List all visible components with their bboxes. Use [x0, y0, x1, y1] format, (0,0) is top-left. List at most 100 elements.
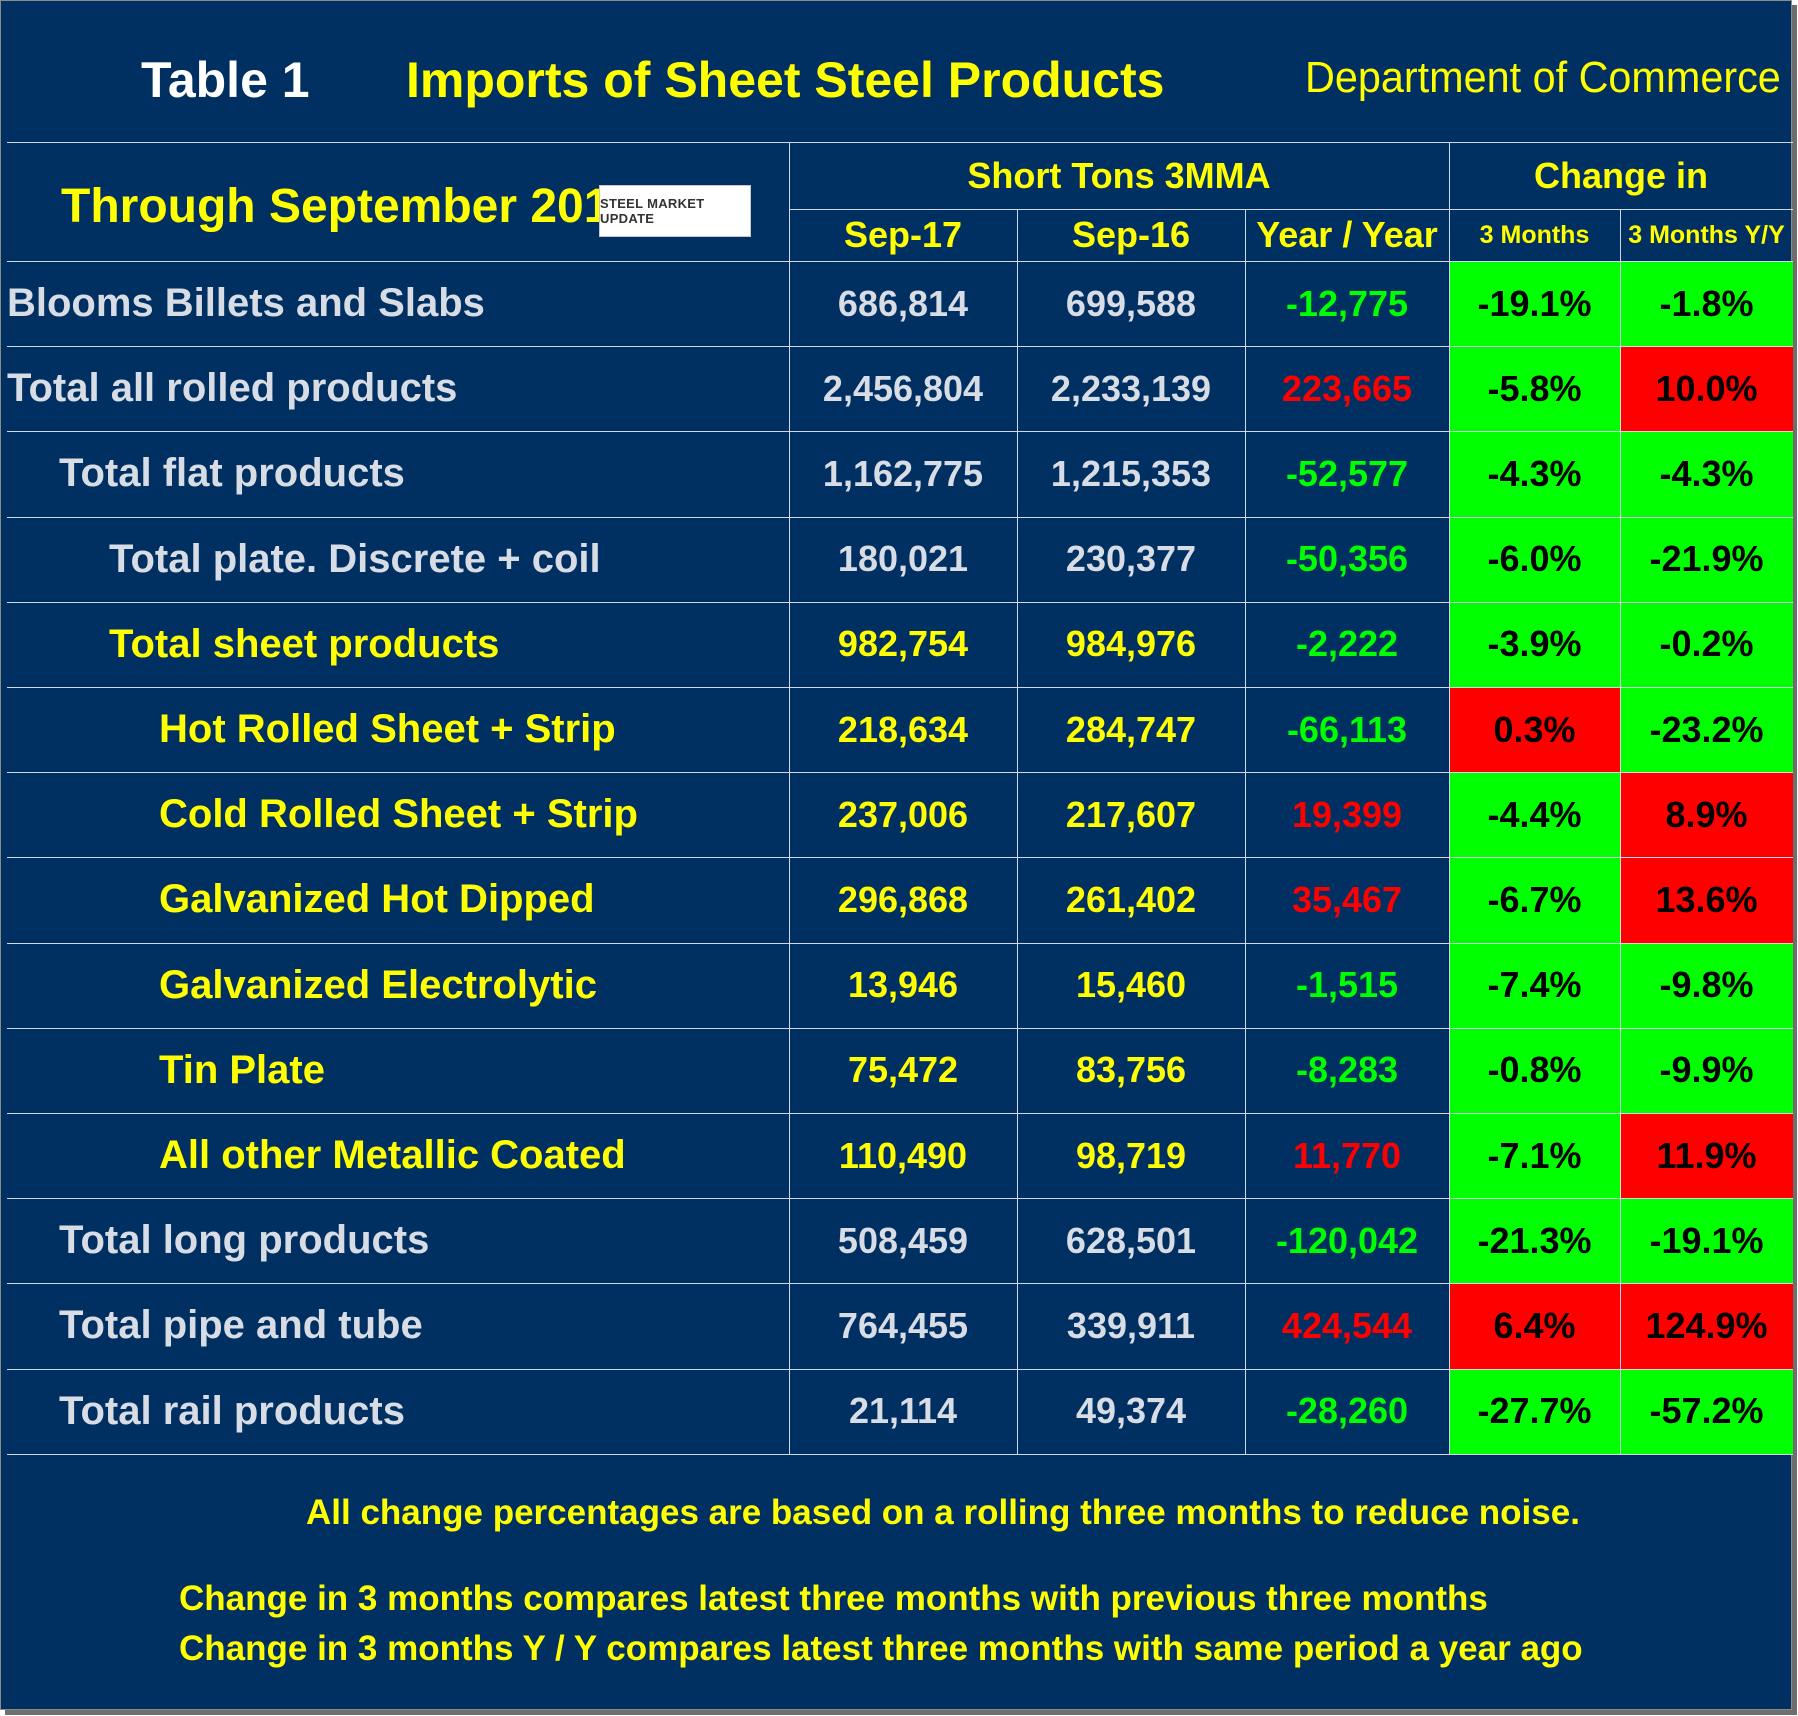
grid-line [7, 261, 1793, 262]
row-label: Blooms Billets and Slabs [7, 281, 485, 326]
grid-line [7, 772, 1793, 774]
cell-sep-16: 49,374 [1075, 1390, 1187, 1432]
grid-line [7, 601, 1793, 603]
row-label: Hot Rolled Sheet + Strip [159, 707, 616, 752]
row-label: All other Metallic Coated [159, 1133, 626, 1178]
row-label: Total rail products [59, 1388, 405, 1433]
column-group-change-in: Change in [1533, 154, 1708, 196]
cell-year-year: 19,399 [1291, 793, 1403, 835]
table-label: Table 1 [141, 52, 310, 108]
cell-sep-17: 218,634 [837, 708, 969, 750]
cell-3-months: -4.4% [1449, 772, 1620, 858]
grid-line [7, 1283, 1793, 1285]
row-label: Galvanized Hot Dipped [159, 877, 595, 922]
row-label: Total flat products [59, 451, 405, 496]
cell-year-year: -52,577 [1285, 452, 1409, 494]
grid-line [7, 346, 1793, 348]
grid-line [7, 431, 1793, 433]
cell-sep-17: 110,490 [838, 1134, 968, 1176]
cell-sep-17: 13,946 [847, 964, 959, 1006]
row-label: Galvanized Electrolytic [159, 962, 597, 1007]
cell-3-months-yy: -57.2% [1620, 1368, 1793, 1454]
cell-sep-17: 296,868 [837, 878, 969, 920]
cell-year-year: 424,544 [1281, 1304, 1413, 1346]
cell-3-months: -6.0% [1449, 516, 1620, 602]
row-label: Tin Plate [159, 1047, 325, 1092]
row-label: Total long products [59, 1218, 430, 1263]
cell-3-months: -0.8% [1449, 1027, 1620, 1113]
grid-line [7, 1027, 1793, 1029]
grid-line [7, 857, 1793, 859]
cell-year-year: -12,775 [1285, 282, 1409, 324]
cell-3-months: -21.3% [1449, 1198, 1620, 1284]
grid-line [7, 142, 1793, 143]
cell-sep-16: 339,911 [1066, 1304, 1196, 1346]
cell-3-months-yy: -21.9% [1620, 516, 1793, 602]
logo-text: STEEL MARKET UPDATE [600, 196, 705, 226]
cell-year-year: -120,042 [1275, 1219, 1419, 1261]
cell-sep-16: 628,501 [1065, 1219, 1197, 1261]
source-label: Department of Commerce [1305, 53, 1781, 102]
page-title: Imports of Sheet Steel Products [406, 52, 1165, 108]
column-group-short-tons: Short Tons 3MMA [967, 154, 1271, 196]
grid-line [1017, 209, 1018, 1454]
cell-3-months-yy: -9.8% [1620, 942, 1793, 1028]
cell-year-year: 35,467 [1291, 878, 1403, 920]
column-header-sep-16: Sep-16 [1071, 214, 1191, 255]
grid-line [789, 142, 790, 1454]
grid-line [7, 1368, 1793, 1370]
cell-3-months-yy: 10.0% [1620, 346, 1793, 432]
note-3-months: Change in 3 months compares latest three… [179, 1579, 1488, 1618]
cell-sep-16: 83,756 [1075, 1049, 1187, 1091]
grid-line [1620, 209, 1621, 1454]
cell-year-year: -66,113 [1286, 708, 1408, 750]
cell-sep-16: 261,402 [1065, 878, 1197, 920]
grid-line [1245, 209, 1246, 1454]
row-label: Total plate. Discrete + coil [109, 536, 601, 581]
cell-3-months: -5.8% [1449, 346, 1620, 432]
row-label: Total all rolled products [7, 366, 458, 411]
cell-year-year: -28,260 [1285, 1390, 1409, 1432]
grid-line [7, 1198, 1793, 1200]
cell-sep-17: 2,456,804 [822, 367, 984, 409]
cell-3-months-yy: 13.6% [1620, 857, 1793, 943]
cell-3-months: 6.4% [1449, 1283, 1620, 1369]
column-header-3-months-yy: 3 Months Y/Y [1628, 220, 1785, 249]
cell-3-months-yy: 124.9% [1620, 1283, 1793, 1369]
cell-3-months: -6.7% [1449, 857, 1620, 943]
cell-sep-17: 686,814 [837, 282, 969, 324]
cell-year-year: 223,665 [1281, 367, 1413, 409]
grid-line [789, 209, 1793, 210]
cell-year-year: -1,515 [1295, 964, 1399, 1006]
grid-line [7, 1113, 1793, 1114]
cell-sep-16: 284,747 [1065, 708, 1197, 750]
cell-sep-17: 21,114 [848, 1390, 958, 1432]
cell-sep-17: 508,459 [837, 1219, 969, 1261]
row-label: Cold Rolled Sheet + Strip [159, 792, 638, 837]
cell-year-year: -8,283 [1295, 1049, 1399, 1091]
cell-sep-16: 217,607 [1065, 793, 1197, 835]
cell-year-year: -2,222 [1295, 623, 1399, 665]
note-3-months-yy: Change in 3 months Y / Y compares latest… [179, 1629, 1583, 1668]
logo: STEEL MARKET UPDATE [599, 185, 751, 237]
cell-3-months-yy: -9.9% [1620, 1027, 1793, 1113]
cell-3-months-yy: -19.1% [1620, 1198, 1793, 1284]
cell-sep-16: 984,976 [1065, 623, 1197, 665]
cell-3-months: -4.3% [1449, 431, 1620, 517]
cell-3-months: -19.1% [1449, 261, 1620, 347]
cell-sep-16: 15,460 [1075, 964, 1187, 1006]
cell-sep-17: 180,021 [837, 538, 969, 580]
grid-line [1449, 142, 1450, 1454]
cell-sep-17: 982,754 [837, 623, 969, 665]
cell-sep-16: 699,588 [1065, 282, 1197, 324]
cell-sep-16: 2,233,139 [1050, 367, 1212, 409]
cell-sep-17: 75,472 [847, 1049, 959, 1091]
cell-3-months-yy: -0.2% [1620, 601, 1793, 687]
cell-year-year: -50,356 [1285, 538, 1409, 580]
column-header-3-months: 3 Months [1479, 220, 1590, 249]
cell-3-months-yy: -23.2% [1620, 687, 1793, 773]
cell-3-months: -7.1% [1449, 1113, 1620, 1199]
note-rolling: All change percentages are based on a ro… [306, 1493, 1580, 1532]
cell-3-months: -7.4% [1449, 942, 1620, 1028]
